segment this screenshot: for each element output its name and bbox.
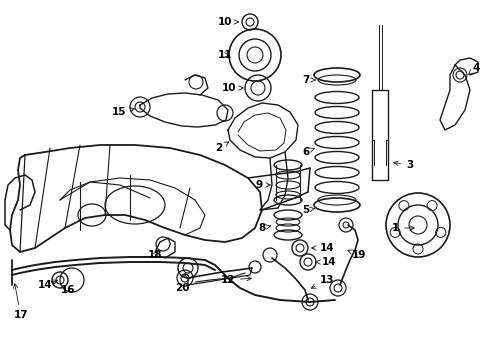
Text: 15: 15	[112, 107, 134, 117]
Text: 13: 13	[311, 275, 335, 288]
Text: 9: 9	[255, 180, 270, 190]
Text: 4: 4	[468, 63, 479, 75]
Text: 3: 3	[393, 160, 413, 170]
Text: 10: 10	[222, 83, 243, 93]
Text: 6: 6	[302, 147, 315, 157]
Text: 12: 12	[220, 275, 251, 285]
Text: 5: 5	[302, 205, 315, 215]
Text: 8: 8	[258, 223, 271, 233]
Text: 14: 14	[312, 243, 335, 253]
Text: 18: 18	[148, 250, 163, 260]
Text: 20: 20	[175, 274, 190, 293]
Text: 19: 19	[348, 250, 367, 260]
Text: 10: 10	[218, 17, 239, 27]
Text: 16: 16	[51, 282, 75, 295]
Text: 14: 14	[316, 257, 337, 267]
Text: 17: 17	[13, 284, 28, 320]
Text: 7: 7	[302, 75, 315, 85]
Text: 11: 11	[218, 50, 232, 60]
Text: 1: 1	[392, 223, 414, 233]
Text: 2: 2	[215, 142, 229, 153]
Text: 14: 14	[38, 280, 58, 290]
